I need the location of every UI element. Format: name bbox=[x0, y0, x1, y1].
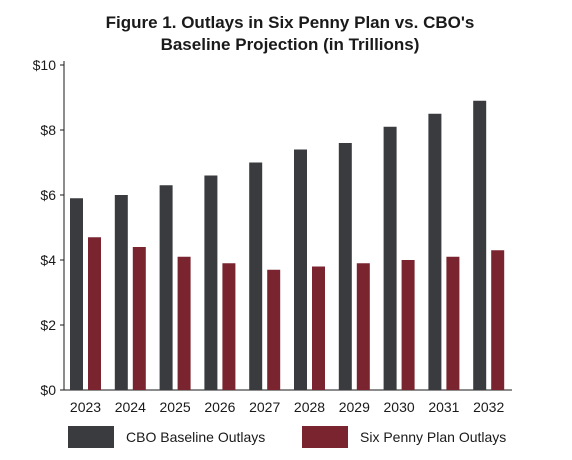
bar-cbo-baseline-2031 bbox=[428, 113, 442, 390]
x-tick-label: 2032 bbox=[473, 399, 504, 415]
bar-six-penny-plan-2024 bbox=[132, 247, 146, 390]
x-axis: 2023 2024 2025 2026 2027 2028 2029 2030 2031 2032 bbox=[64, 389, 512, 415]
bar-cbo-baseline-2027 bbox=[249, 162, 263, 390]
legend-swatch-six-penny-plan bbox=[302, 426, 348, 448]
legend-label-cbo-baseline: CBO Baseline Outlays bbox=[126, 429, 266, 445]
bar-cbo-baseline-2030 bbox=[383, 126, 397, 390]
x-tick-label: 2026 bbox=[204, 399, 235, 415]
bars bbox=[70, 100, 505, 390]
y-tick-label: $10 bbox=[33, 57, 57, 73]
x-tick-label: 2025 bbox=[160, 399, 191, 415]
bar-cbo-baseline-2026 bbox=[204, 175, 218, 390]
x-tick-label: 2027 bbox=[249, 399, 280, 415]
bar-six-penny-plan-2026 bbox=[222, 263, 236, 390]
bar-cbo-baseline-2029 bbox=[338, 143, 352, 390]
legend-label-six-penny-plan: Six Penny Plan Outlays bbox=[360, 429, 507, 445]
x-tick-label: 2031 bbox=[428, 399, 459, 415]
y-tick-label: $4 bbox=[40, 252, 56, 268]
x-tick-label: 2023 bbox=[70, 399, 101, 415]
x-tick-label: 2030 bbox=[384, 399, 415, 415]
bar-six-penny-plan-2023 bbox=[88, 237, 101, 390]
legend-item-cbo-baseline: CBO Baseline Outlays bbox=[68, 426, 265, 448]
bar-six-penny-plan-2027 bbox=[267, 269, 281, 390]
bar-cbo-baseline-2028 bbox=[294, 149, 307, 390]
y-tick-label: $6 bbox=[40, 187, 56, 203]
x-tick-label: 2024 bbox=[115, 399, 146, 415]
chart-title-line-2: Baseline Projection (in Trillions) bbox=[160, 35, 420, 54]
y-tick-label: $8 bbox=[40, 122, 56, 138]
bar-six-penny-plan-2031 bbox=[446, 256, 460, 390]
bar-cbo-baseline-2023 bbox=[70, 198, 83, 390]
bar-six-penny-plan-2025 bbox=[177, 256, 191, 390]
bar-six-penny-plan-2029 bbox=[356, 263, 370, 390]
x-tick-label: 2028 bbox=[294, 399, 325, 415]
bar-cbo-baseline-2024 bbox=[114, 195, 128, 390]
bar-six-penny-plan-2028 bbox=[312, 266, 325, 390]
legend-item-six-penny-plan: Six Penny Plan Outlays bbox=[302, 426, 506, 448]
bar-six-penny-plan-2030 bbox=[401, 260, 415, 390]
bar-six-penny-plan-2032 bbox=[491, 250, 505, 390]
bar-cbo-baseline-2025 bbox=[159, 185, 173, 390]
chart-title-line-1: Figure 1. Outlays in Six Penny Plan vs. … bbox=[105, 13, 475, 32]
y-axis: $0 $2 $4 $6 $8 $10 bbox=[33, 57, 65, 398]
bar-cbo-baseline-2032 bbox=[473, 100, 487, 390]
y-tick-label: $2 bbox=[40, 317, 56, 333]
x-tick-label: 2029 bbox=[339, 399, 370, 415]
y-tick-label: $0 bbox=[40, 382, 56, 398]
legend-swatch-cbo-baseline bbox=[68, 426, 114, 448]
